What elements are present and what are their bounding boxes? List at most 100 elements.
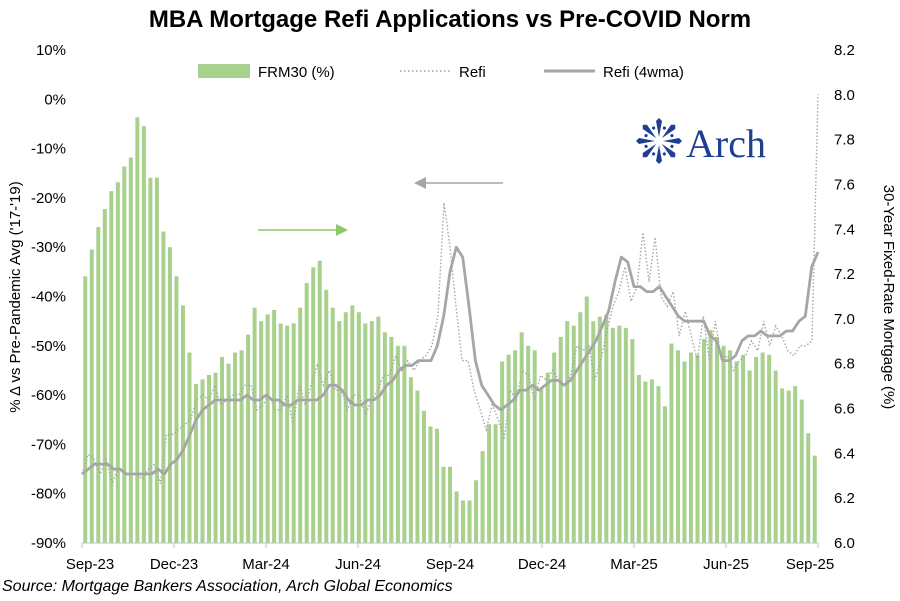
- frm30-bar: [506, 354, 511, 543]
- arch-star-icon: [636, 118, 682, 164]
- frm30-bar: [474, 480, 479, 543]
- frm30-bar: [376, 316, 381, 543]
- y-axis-right: 8.2 8.0 7.8 7.6 7.4 7.2 7.0 6.8 6.6 6.4 6.2 6.0: [834, 42, 855, 552]
- frm30-bar: [760, 352, 765, 543]
- frm30-bar: [83, 276, 88, 543]
- frm30-bar: [500, 361, 505, 543]
- frm30-bar: [102, 209, 107, 543]
- frm30-bar: [747, 370, 752, 543]
- y-left-tick-label: -40%: [31, 289, 66, 306]
- frm30-bar: [206, 374, 212, 543]
- y-left-tick-label: -50%: [31, 338, 66, 355]
- frm30-bar: [688, 352, 694, 543]
- frm30-bar: [382, 332, 387, 543]
- y-right-tick-label: 8.2: [834, 42, 855, 59]
- y-right-tick-label: 7.8: [834, 132, 855, 149]
- arch-star-ray: [636, 138, 655, 144]
- frm30-bar: [135, 117, 140, 543]
- x-tick-label: Mar-24: [242, 556, 290, 573]
- frm30-bar: [363, 323, 368, 543]
- frm30-bar: [715, 336, 720, 543]
- arch-star-ray: [661, 124, 676, 139]
- legend-label-refi-4wma: Refi (4wma): [603, 64, 684, 81]
- frm30-bar: [402, 345, 407, 543]
- frm30-bar: [174, 276, 179, 543]
- frm30-bar: [728, 350, 733, 543]
- frm30-bar: [389, 336, 394, 543]
- frm30-bar: [552, 352, 557, 543]
- frm30-bar: [610, 327, 615, 543]
- frm30-bar: [337, 321, 342, 543]
- frm30-bar: [428, 426, 433, 543]
- frm30-bar: [141, 126, 146, 543]
- x-axis: [81, 542, 819, 548]
- frm30-bar: [193, 383, 198, 543]
- frm30-bar: [330, 307, 335, 543]
- frm30-bar: [584, 296, 589, 543]
- frm30-bar: [604, 314, 609, 543]
- legend-swatch-frm30: [198, 64, 250, 78]
- frm30-bar: [226, 363, 231, 543]
- frm30-bar: [734, 361, 739, 543]
- source-note: Source: Mortgage Bankers Association, Ar…: [2, 578, 453, 595]
- frm30-bar: [115, 182, 120, 543]
- frm30-bar: [513, 350, 518, 543]
- frm30-bar: [434, 428, 439, 543]
- legend-label-refi: Refi: [459, 64, 486, 81]
- frm30-bar: [246, 334, 251, 543]
- frm30-bar: [571, 325, 576, 543]
- frm30-bar: [545, 372, 550, 543]
- frm30-bar: [122, 166, 127, 543]
- frm30-bar: [578, 312, 583, 543]
- frm30-bar: [167, 247, 172, 543]
- frm30-bar: [369, 321, 374, 543]
- y-right-tick-label: 7.2: [834, 266, 855, 283]
- frm30-bar: [591, 321, 596, 543]
- frm30-bar: [695, 354, 700, 543]
- x-tick-label: Sep-23: [66, 556, 114, 573]
- x-tick-label: Sep-24: [426, 556, 474, 573]
- frm30-bar: [519, 332, 524, 543]
- frm30-bar: [493, 424, 498, 543]
- frm30-bar: [786, 390, 791, 543]
- y-left-tick-label: -90%: [31, 535, 66, 552]
- frm30-bar: [487, 424, 492, 543]
- y-left-tick-label: -20%: [31, 190, 66, 207]
- arch-star-dot: [670, 134, 674, 138]
- frm30-bar: [636, 374, 641, 543]
- frm30-bar: [754, 357, 759, 543]
- y-left-tick-label: -30%: [31, 239, 66, 256]
- arch-logo-text: Arch: [686, 121, 766, 166]
- y-left-tick-label: 10%: [36, 42, 66, 59]
- frm30-bar: [741, 354, 746, 543]
- frm30-bar: [649, 379, 654, 543]
- frm30-bar: [265, 314, 270, 543]
- y-left-tick-label: -70%: [31, 436, 66, 453]
- frm30-bar: [395, 345, 400, 543]
- frm30-bar: [109, 191, 114, 543]
- frm30-bar: [669, 343, 674, 543]
- frm30-bar: [526, 345, 531, 543]
- frm30-bar: [793, 386, 798, 543]
- arch-star-dot: [652, 126, 656, 130]
- frm30-bar: [799, 399, 804, 543]
- frm30-bar: [213, 372, 218, 543]
- refi-lines: [81, 94, 820, 487]
- frm30-bar: [467, 500, 472, 543]
- frm30-bar: [128, 157, 133, 543]
- arch-star-ray: [656, 118, 662, 137]
- legend-label-frm30: FRM30 (%): [258, 64, 335, 81]
- frm30-bar: [447, 466, 453, 543]
- arch-logo: Arch: [636, 118, 766, 166]
- arch-star-ray: [642, 143, 657, 158]
- arch-star-dot: [662, 152, 666, 156]
- frm30-bar: [324, 289, 329, 543]
- y-left-tick-label: -60%: [31, 387, 66, 404]
- frm30-bar: [89, 249, 94, 543]
- y-right-tick-label: 7.6: [834, 176, 855, 193]
- arrow-right-annotation: [258, 224, 348, 236]
- frm30-bar: [780, 388, 785, 543]
- x-tick-label: Mar-25: [610, 556, 658, 573]
- frm30-bar: [702, 339, 707, 543]
- y-axis-left-title: % Δ vs Pre-Pandemic Avg ('17-'19): [7, 181, 24, 412]
